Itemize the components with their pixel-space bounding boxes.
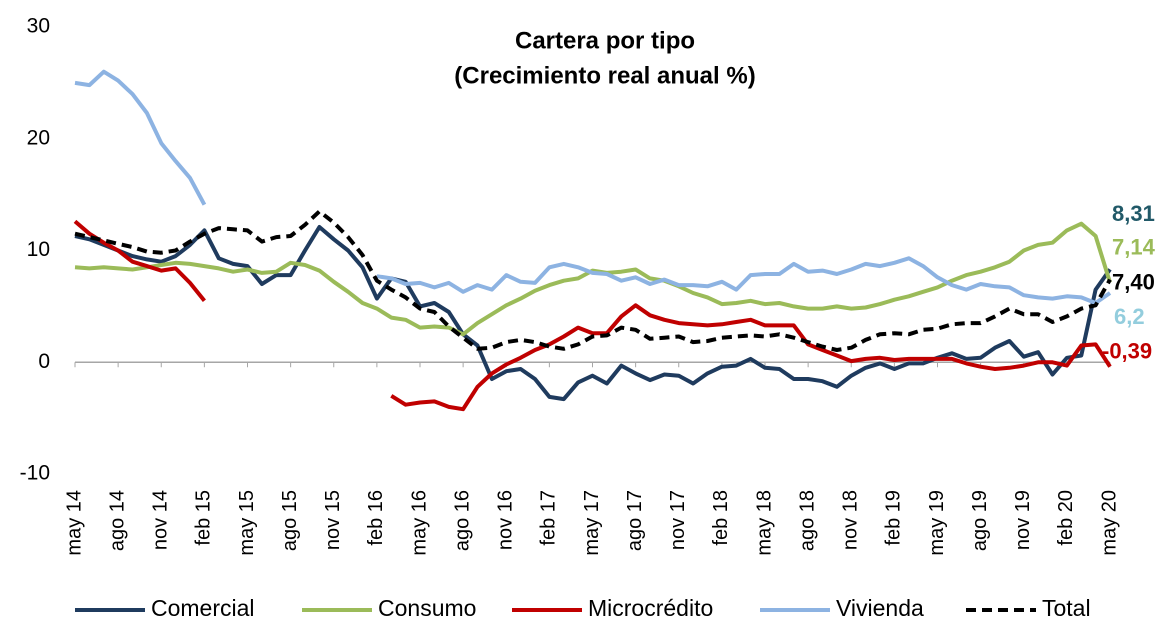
series-line [74, 221, 1112, 337]
y-tick-label: 30 [27, 15, 50, 38]
value-label: -0,39 [1102, 338, 1152, 363]
legend-label: Consumo [378, 595, 476, 621]
x-tick-label: ago 17 [624, 490, 646, 551]
chart-title: Cartera por tipo [515, 27, 695, 54]
x-tick-label: feb 17 [538, 490, 560, 546]
x-tick-label: may 18 [753, 490, 775, 556]
value-label: 8,31 [1112, 201, 1155, 226]
series-line [74, 225, 1112, 402]
legend-label: Microcrédito [588, 595, 713, 621]
x-tick-label: may 20 [1098, 490, 1120, 556]
x-tick-label: feb 19 [883, 490, 905, 546]
x-tick-label: may 15 [236, 490, 258, 556]
x-tick-label: ago 16 [451, 490, 473, 551]
x-tick-label: ago 14 [106, 490, 128, 551]
x-tick-label: nov 18 [840, 490, 862, 550]
y-tick-label: 10 [27, 238, 50, 261]
value-label: 7,14 [1112, 234, 1156, 259]
x-tick-label: ago 19 [969, 490, 991, 551]
y-tick-label: 20 [27, 126, 50, 149]
x-tick-label: may 16 [408, 490, 430, 556]
x-tick-label: nov 17 [667, 490, 689, 550]
x-tick-label: feb 16 [365, 490, 387, 546]
x-tick-label: may 14 [63, 490, 85, 556]
chart-subtitle: (Crecimiento real anual %) [454, 62, 755, 89]
series-line [73, 219, 1112, 412]
x-tick-label: nov 14 [150, 490, 172, 550]
value-label: 7,40 [1112, 269, 1155, 294]
value-label: 6,2 [1114, 304, 1145, 329]
x-tick-label: may 19 [926, 490, 948, 556]
y-tick-label: 0 [38, 350, 50, 373]
x-tick-label: may 17 [581, 490, 603, 556]
legend-label: Total [1042, 595, 1091, 621]
x-tick-label: ago 18 [796, 490, 818, 551]
x-tick-label: feb 15 [193, 490, 215, 546]
series-line [74, 69, 1112, 305]
x-tick-label: nov 19 [1012, 490, 1034, 550]
y-tick-label: -10 [20, 462, 50, 485]
x-tick-label: ago 15 [279, 490, 301, 551]
x-tick-label: nov 15 [322, 490, 344, 550]
x-tick-label: nov 16 [495, 490, 517, 550]
legend-label: Comercial [151, 595, 255, 621]
legend-label: Vivienda [836, 595, 924, 621]
x-tick-label: feb 18 [710, 490, 732, 546]
series-line [74, 209, 1112, 352]
x-tick-label: feb 20 [1055, 490, 1077, 546]
